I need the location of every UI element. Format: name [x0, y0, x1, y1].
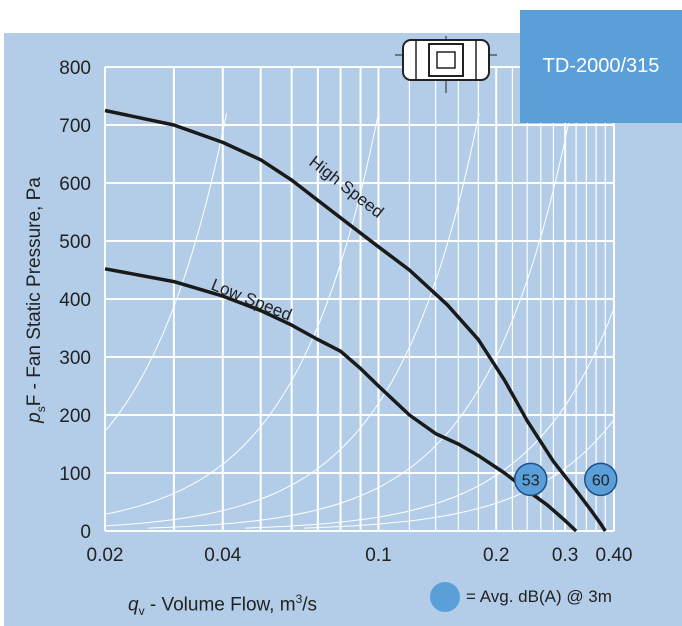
sound-marker: [584, 462, 618, 497]
system-curve: [245, 308, 615, 529]
legend-text: = Avg. dB(A) @ 3m: [466, 587, 612, 606]
sound-marker: [513, 462, 548, 497]
y-tick-label: 0: [80, 522, 91, 543]
sound-marker-label: 53: [522, 472, 540, 489]
series-line-high-speed: [104, 108, 607, 532]
sound-legend: = Avg. dB(A) @ 3m: [430, 582, 612, 612]
y-tick-label: 700: [59, 116, 91, 137]
y-tick-label: 100: [59, 464, 91, 485]
legend-marker-icon: [430, 582, 460, 612]
axis-layer: 0 100 200 300 400 500 600 700 800 0.02 0.04 0.1 0.2 0…: [59, 58, 632, 566]
y-tick-label: 200: [59, 406, 91, 427]
y-tick-label: 800: [59, 58, 91, 79]
x-tick-label: 0.1: [365, 545, 391, 566]
chart-panel: [4, 33, 682, 626]
system-curve: [104, 113, 480, 527]
x-tick-label: 0.04: [204, 545, 241, 566]
system-curves-layer: [104, 113, 615, 529]
system-curve: [104, 113, 228, 432]
x-tick-label: 0.40: [596, 545, 633, 566]
y-tick-label: 400: [59, 290, 91, 311]
sound-markers-layer: 53 60: [513, 462, 618, 497]
x-tick-label: 0.2: [483, 545, 509, 566]
model-title: TD-2000/315: [520, 10, 682, 123]
system-curve: [104, 113, 379, 515]
system-curve: [148, 113, 572, 529]
y-tick-label: 600: [59, 174, 91, 195]
y-tick-label: 300: [59, 348, 91, 369]
fan-icon: [395, 36, 497, 93]
y-tick-label: 500: [59, 232, 91, 253]
sound-marker-label: 60: [592, 472, 610, 489]
x-axis-label: qv - Volume Flow, m3/s: [128, 592, 318, 619]
x-tick-label: 0.02: [87, 545, 124, 566]
grid-layer: [104, 66, 615, 532]
y-axis-label: psF - Fan Static Pressure, Pa: [24, 177, 48, 423]
x-tick-label: 0.3: [552, 545, 578, 566]
